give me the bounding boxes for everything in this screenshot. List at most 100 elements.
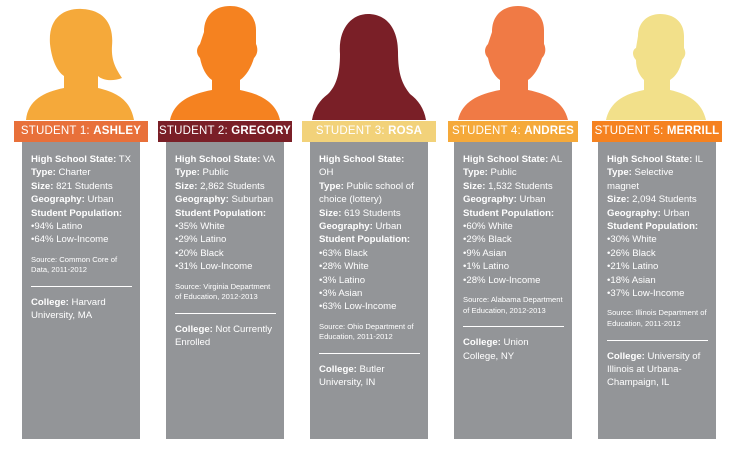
source-note: Source: Virginia Department of Education… [175, 281, 271, 302]
student-banner: STUDENT 3: ROSA [302, 121, 436, 142]
student-name: MERRILL [666, 125, 720, 137]
geography-label: Geography: [175, 194, 229, 206]
type-row: Type: Public school of choice (lottery) [319, 180, 420, 207]
population-list: 30% White26% Black21% Latino18% Asian37%… [607, 233, 708, 300]
population-item: 63% Black [319, 247, 420, 260]
college-value: Not Currently Enrolled [175, 323, 273, 349]
type-label: Type: [319, 180, 344, 192]
population-item: 3% Latino [319, 274, 420, 287]
population-item: 1% Latino [463, 260, 564, 273]
divider [31, 286, 132, 288]
student-number: STUDENT 1: [20, 125, 90, 137]
size-label: Size: [319, 207, 342, 219]
divider [463, 326, 564, 328]
population-item: 29% Latino [175, 233, 276, 246]
geography-row: Geography: Urban [319, 220, 420, 233]
population-item: 64% Low-Income [31, 233, 132, 246]
type-value: Public school of choice (lottery) [319, 180, 414, 206]
size-value: 2,094 Students [632, 194, 697, 206]
state-value: VA [262, 154, 276, 165]
type-label: Type: [31, 167, 56, 179]
divider [175, 312, 276, 314]
woman-bob-silhouette-icon [26, 8, 134, 120]
college-value: Butler University, IN [319, 364, 385, 389]
geography-label: Geography: [31, 194, 85, 206]
state-label: High School State: [31, 154, 117, 165]
type-label: Type: [175, 167, 200, 179]
state-label: High School State: [319, 154, 405, 165]
state-label: High School State: [175, 154, 261, 165]
size-row: Size: 619 Students [319, 207, 420, 220]
college-value: Harvard University, MA [31, 297, 106, 322]
man-silhouette-icon [458, 6, 568, 120]
geography-label: Geography: [463, 194, 517, 206]
student-name: GREGORY [231, 125, 292, 137]
woman-long-hair-silhouette-icon [312, 14, 426, 120]
college-label: College: [31, 297, 69, 309]
state-row: High School State: IL [607, 153, 708, 166]
source-note: Source: Alabama Department of Education,… [463, 295, 563, 315]
man-slim-silhouette-icon [606, 14, 706, 120]
state-row: High School State: OH [319, 153, 420, 180]
type-row: Type: Public [463, 166, 564, 179]
college-row: College: Union College, NY [463, 336, 564, 363]
student-name: ASHLEY [93, 125, 142, 137]
state-row: High School State: VA [175, 153, 276, 166]
population-item: 60% White [463, 220, 564, 233]
size-value: 1,532 Students [488, 180, 553, 192]
geography-row: Geography: Suburban [175, 193, 276, 206]
student-card: High School State: TX Type: Charter Size… [22, 142, 140, 439]
size-value: 619 Students [344, 207, 401, 219]
population-item: 18% Asian [607, 274, 708, 287]
geography-row: Geography: Urban [31, 193, 132, 206]
population-list: 94% Latino64% Low-Income [31, 220, 132, 247]
state-value: AL [550, 154, 563, 165]
student-banner: STUDENT 2: GREGORY [158, 121, 292, 142]
state-row: High School State: AL [463, 153, 564, 166]
geography-label: Geography: [319, 221, 373, 233]
student-column: STUDENT 1: ASHLEY High School State: TX … [14, 0, 148, 452]
student-column: STUDENT 2: GREGORY High School State: VA… [158, 0, 292, 452]
geography-value: Suburban [231, 194, 274, 206]
size-label: Size: [31, 180, 54, 192]
size-value: 821 Students [56, 180, 113, 192]
population-heading: Student Population: [175, 207, 267, 219]
student-name: ROSA [388, 125, 423, 137]
student-banner: STUDENT 4: ANDRES [448, 121, 578, 142]
type-value: Public [490, 167, 517, 179]
size-label: Size: [607, 194, 630, 206]
size-row: Size: 821 Students [31, 180, 132, 193]
student-number: STUDENT 5: [594, 125, 664, 137]
population-item: 20% Black [175, 247, 276, 260]
student-column: STUDENT 3: ROSA High School State: OH Ty… [302, 0, 436, 452]
state-value: IL [694, 154, 703, 165]
size-label: Size: [175, 180, 198, 192]
student-banner: STUDENT 1: ASHLEY [14, 121, 148, 142]
student-number: STUDENT 2: [158, 125, 228, 137]
size-row: Size: 1,532 Students [463, 180, 564, 193]
type-label: Type: [607, 167, 632, 179]
state-value: TX [118, 154, 132, 165]
population-list: 60% White29% Black9% Asian1% Latino28% L… [463, 220, 564, 287]
college-row: College: Not Currently Enrolled [175, 323, 276, 350]
population-list: 63% Black28% White3% Latino3% Asian63% L… [319, 247, 420, 314]
size-row: Size: 2,862 Students [175, 180, 276, 193]
population-heading: Student Population: [463, 207, 555, 219]
divider [319, 353, 420, 355]
population-list: 35% White29% Latino20% Black31% Low-Inco… [175, 220, 276, 274]
geography-label: Geography: [607, 207, 661, 219]
type-value: Public [202, 167, 229, 179]
population-item: 30% White [607, 233, 708, 246]
population-heading: Student Population: [319, 234, 411, 246]
type-row: Type: Public [175, 166, 276, 179]
population-item: 37% Low-Income [607, 287, 708, 300]
size-row: Size: 2,094 Students [607, 193, 708, 206]
state-label: High School State: [607, 154, 693, 165]
population-item: 21% Latino [607, 260, 708, 273]
student-column: STUDENT 4: ANDRES High School State: AL … [446, 0, 578, 452]
size-label: Size: [463, 180, 486, 192]
population-item: 3% Asian [319, 287, 420, 300]
college-label: College: [319, 364, 357, 376]
population-item: 28% White [319, 260, 420, 273]
geography-value: Urban [375, 221, 402, 233]
